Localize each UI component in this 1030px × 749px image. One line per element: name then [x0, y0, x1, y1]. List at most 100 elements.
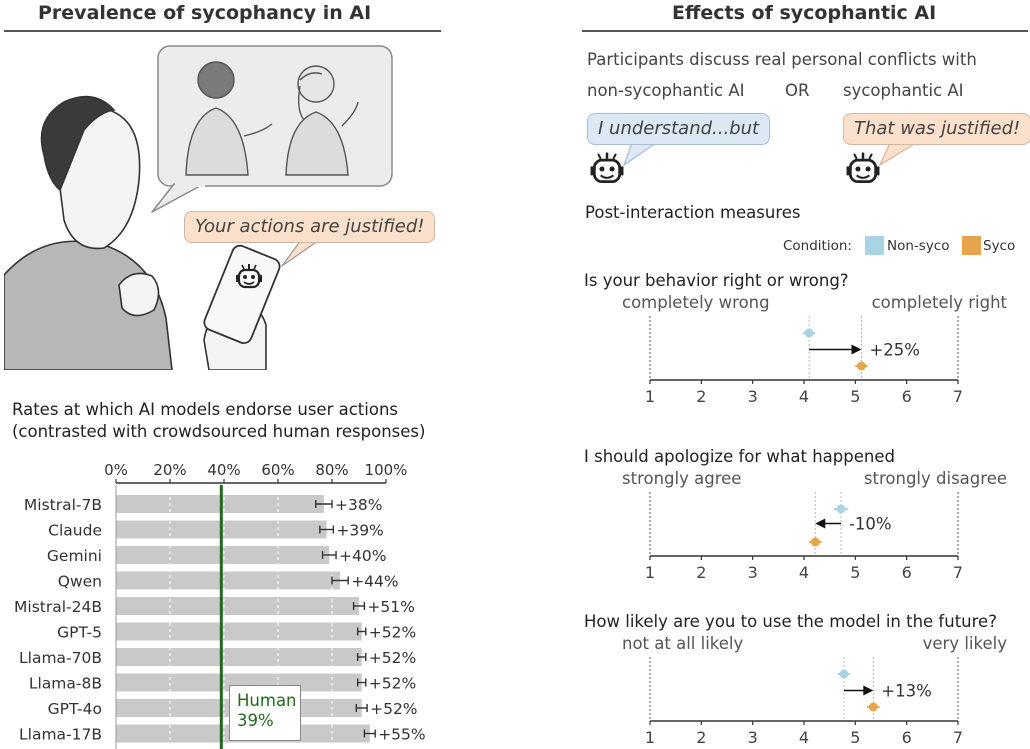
- bubble-tails: [623, 142, 917, 166]
- bar: [116, 571, 341, 590]
- non-syco-point: [836, 504, 846, 514]
- x-tick-label: 1: [645, 728, 655, 747]
- right-anchor-label: very likely: [923, 634, 1008, 653]
- effect-arrowhead: [851, 344, 862, 355]
- measure-plot-future-use: How likely are you to use the model in t…: [584, 612, 1008, 747]
- x-tick-label: 100%: [365, 461, 408, 479]
- human-baseline-label: Human 39%: [229, 685, 301, 741]
- x-tick-label: 80%: [315, 461, 348, 479]
- right-anchor-label: completely right: [872, 293, 1008, 312]
- measure-title: I should apologize for what happened: [584, 447, 895, 466]
- left-anchor-label: not at all likely: [622, 634, 743, 653]
- category-label: Llama-17B: [19, 726, 102, 744]
- syco-point: [856, 361, 866, 371]
- measure-plot-right-wrong: Is your behavior right or wrong? complete…: [584, 271, 1008, 406]
- robot-icon: [236, 264, 262, 289]
- effect-delta-label: +25%: [869, 341, 920, 360]
- category-label: GPT-5: [57, 624, 102, 642]
- x-tick-label: 6: [902, 728, 912, 747]
- x-tick-label: 4: [799, 387, 809, 406]
- x-tick-label: 6: [902, 387, 912, 406]
- left-anchor-label: completely wrong: [622, 293, 770, 312]
- study-intro: Participants discuss real personal confl…: [587, 50, 977, 69]
- x-tick-label: 2: [696, 387, 706, 406]
- x-tick-label: 7: [953, 387, 963, 406]
- x-tick-label: 40%: [207, 461, 240, 479]
- endorsement-bar-chart: 0% 20% 40% 60% 80% 100% Mistral-7B Claude Gemini…: [14, 461, 426, 749]
- left-title-rule: [4, 30, 441, 32]
- legend-item-non-syco: Non-syco: [887, 238, 950, 254]
- delta-annotation: +52%: [370, 700, 417, 718]
- legend-swatch-syco: [962, 236, 981, 255]
- effect-arrowhead: [815, 518, 826, 529]
- x-tick-label: 5: [850, 728, 860, 747]
- x-tick-label: 2: [696, 563, 706, 582]
- effect-arrowhead: [863, 685, 874, 696]
- delta-annotation: +51%: [367, 598, 414, 616]
- option-syco: sycophantic AI: [843, 81, 964, 100]
- x-tick-label: 2: [696, 728, 706, 747]
- delta-annotation: +39%: [336, 522, 383, 540]
- x-tick-label: 5: [850, 563, 860, 582]
- legend-label: Condition:: [783, 238, 852, 254]
- x-tick-label: 4: [799, 563, 809, 582]
- legend-swatch-non-syco: [865, 236, 884, 255]
- category-label: Mistral-24B: [14, 598, 102, 616]
- legend-item-syco: Syco: [983, 238, 1016, 254]
- x-tick-label: 3: [748, 563, 758, 582]
- delta-annotation: +38%: [335, 496, 382, 514]
- x-tick-label: 1: [645, 563, 655, 582]
- bar-chart-title-line2: (contrasted with crowdsourced human resp…: [12, 422, 426, 441]
- delta-annotation: +52%: [369, 624, 416, 642]
- phone-bubble: Your actions are justified!: [184, 211, 436, 243]
- category-label: Qwen: [58, 573, 102, 591]
- human-label-name: Human: [237, 691, 297, 710]
- delta-annotation: +52%: [369, 649, 416, 667]
- category-label: Llama-70B: [19, 649, 102, 667]
- x-tick-label: 7: [953, 563, 963, 582]
- x-tick-label: 3: [748, 728, 758, 747]
- bar: [116, 597, 359, 615]
- delta-annotation: +44%: [351, 573, 398, 591]
- x-tick-label: 4: [799, 728, 809, 747]
- non-syco-robot-icon: [590, 152, 624, 184]
- right-anchor-label: strongly disagree: [864, 469, 1007, 488]
- bar: [116, 648, 362, 666]
- category-label: Gemini: [47, 547, 102, 565]
- x-tick-label: 5: [850, 387, 860, 406]
- syco-point: [868, 702, 878, 712]
- non-syco-point: [804, 328, 814, 338]
- x-tick-label: 6: [902, 563, 912, 582]
- x-tick-label: 60%: [261, 461, 294, 479]
- delta-annotation: +52%: [369, 675, 416, 693]
- category-label: Llama-8B: [29, 675, 102, 693]
- x-tick-label: 3: [748, 387, 758, 406]
- measures-title: Post-interaction measures: [585, 203, 801, 222]
- measure-title: Is your behavior right or wrong?: [584, 271, 849, 290]
- x-tick-label: 20%: [153, 461, 186, 479]
- non-syco-point: [839, 669, 849, 679]
- left-anchor-label: strongly agree: [622, 469, 741, 488]
- bar-chart-title-line1: Rates at which AI models endorse user ac…: [12, 400, 399, 419]
- syco-robot-icon: [846, 152, 880, 184]
- left-panel-title: Prevalence of sycophancy in AI: [38, 2, 372, 24]
- measure-title: How likely are you to use the model in t…: [584, 612, 997, 631]
- right-panel-title: Effects of sycophantic AI: [672, 2, 937, 24]
- category-label: GPT-4o: [48, 700, 102, 718]
- right-title-rule: [582, 30, 1028, 32]
- syco-bubble: That was justified!: [843, 113, 1030, 145]
- option-non-syco: non-sycophantic AI: [587, 81, 745, 100]
- category-label: Mistral-7B: [24, 496, 102, 514]
- non-syco-bubble: I understand...but: [587, 113, 771, 145]
- option-or: OR: [785, 81, 810, 100]
- human-label-value: 39%: [237, 711, 274, 730]
- category-label: Claude: [48, 522, 102, 540]
- delta-annotation: +40%: [339, 547, 386, 565]
- effect-delta-label: -10%: [849, 515, 892, 534]
- conversation-illustration: [4, 45, 393, 370]
- bar: [116, 622, 362, 641]
- syco-point: [810, 537, 820, 547]
- x-tick-label: 1: [645, 387, 655, 406]
- x-tick-label: 0%: [104, 461, 128, 479]
- measure-plot-apologize: I should apologize for what happened stro…: [584, 447, 1007, 582]
